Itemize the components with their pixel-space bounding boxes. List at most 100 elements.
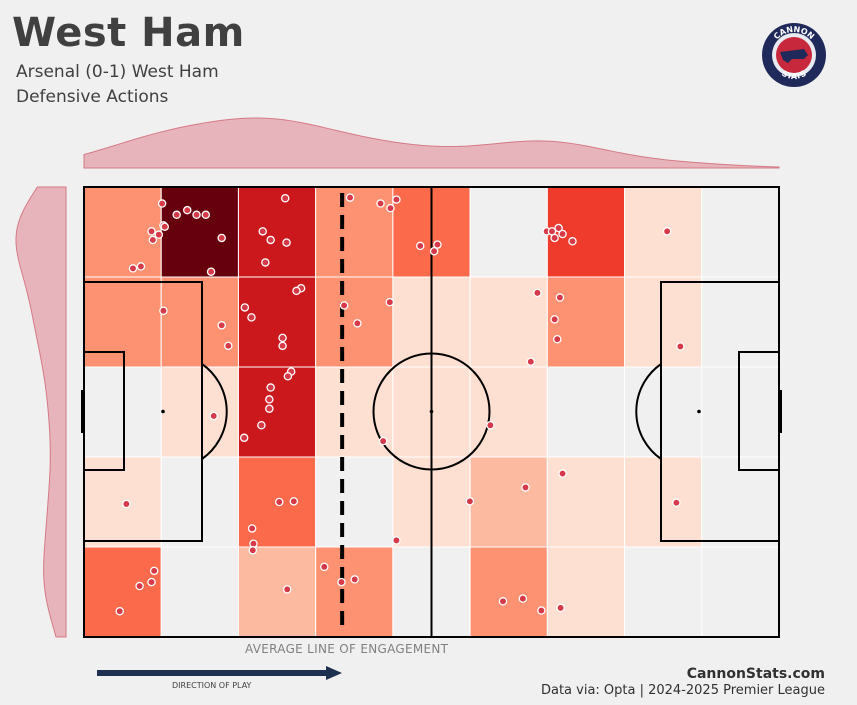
defensive-action-point [283, 372, 293, 381]
heatmap-bin [546, 276, 626, 368]
defensive-action-point [415, 241, 425, 251]
heatmap-bin [160, 276, 239, 368]
defensive-action-point [217, 321, 226, 330]
defensive-action-point [247, 524, 257, 533]
defensive-action-point [160, 222, 170, 231]
heatmap-bin [160, 186, 239, 278]
defensive-action-point [521, 483, 530, 492]
right-penalty-arc [635, 363, 662, 460]
defensive-action-point [429, 246, 439, 256]
defensive-action-point [275, 497, 284, 507]
action-points [115, 193, 685, 616]
defensive-action-point [278, 341, 287, 351]
heatmap-bin [469, 546, 548, 638]
heatmap-bin [624, 456, 703, 548]
defensive-action-point [433, 240, 442, 249]
heatmap-bin [237, 546, 317, 638]
left-penalty-spot [161, 409, 165, 414]
defensive-action-point [558, 229, 567, 239]
defensive-action-point [258, 227, 267, 236]
defensive-action-point [672, 498, 681, 507]
heatmap-bin [315, 456, 394, 548]
defensive-action-point [378, 436, 388, 446]
y-density-area [15, 186, 67, 638]
defensive-action-point [159, 306, 168, 315]
heatmap-bin [624, 546, 703, 638]
defensive-action-point [550, 315, 559, 324]
heatmap-bin [701, 546, 780, 638]
defensive-action-point [136, 262, 146, 271]
direction-of-play-label: DIRECTION OF PLAY [172, 681, 252, 690]
defensive-action-point [386, 203, 395, 213]
defensive-action-point [224, 341, 233, 351]
defensive-action-point [266, 235, 275, 245]
defensive-action-point [554, 223, 563, 233]
defensive-action-point [392, 195, 401, 204]
pitch-spots [161, 409, 701, 414]
centre-spot [429, 409, 434, 414]
heatmap-bin [83, 546, 162, 638]
y-density-curve [15, 186, 67, 638]
defensive-action-point [217, 233, 226, 243]
defensive-action-point [157, 199, 167, 208]
logo-bottom-text: STATS [780, 69, 808, 82]
defensive-action-point [537, 606, 546, 615]
match-subtitle: Arsenal (0-1) West Ham [16, 62, 219, 82]
defensive-action-point [320, 562, 329, 572]
defensive-action-point [280, 193, 290, 203]
x-density-area [83, 117, 780, 169]
defensive-action-point [115, 606, 124, 616]
defensive-action-point [526, 357, 536, 366]
heatmap-bin [624, 366, 703, 458]
heatmap-bin [237, 366, 317, 458]
defensive-action-point [128, 264, 138, 273]
defensive-action-point [392, 536, 401, 545]
defensive-action-point [135, 581, 144, 591]
heatmap-bins [83, 186, 780, 638]
heatmap-bin [160, 456, 239, 548]
defensive-action-point [376, 199, 385, 208]
cannon-icon [780, 49, 808, 63]
heatmap-bin [160, 366, 239, 458]
defensive-action-point [154, 230, 164, 239]
heatmap-bin [237, 186, 317, 278]
defensive-action-point [662, 227, 672, 236]
cannon-stats-logo: CANNON STATS [762, 23, 826, 87]
defensive-action-point [555, 293, 565, 302]
defensive-action-point [266, 383, 275, 392]
defensive-action-point [247, 313, 256, 322]
defensive-action-point [192, 210, 201, 220]
engagement-label: AVERAGE LINE OF ENGAGEMENT [245, 642, 449, 656]
defensive-action-point [261, 258, 270, 267]
heatmap-bin [469, 186, 548, 278]
defensive-action-point [265, 404, 274, 413]
defensive-action-point [282, 585, 292, 594]
heatmap-bin [83, 366, 162, 458]
page-title: West Ham [12, 10, 245, 56]
defensive-action-point [239, 433, 249, 443]
heatmap-bin [83, 276, 162, 368]
defensive-action-point [337, 577, 346, 587]
pitch-markings [81, 186, 782, 638]
defensive-action-point [553, 334, 562, 344]
defensive-action-point [385, 297, 395, 307]
defensive-action-point [465, 497, 475, 506]
defensive-action-point [148, 235, 158, 245]
defensive-action-point [172, 210, 181, 220]
heatmap-bin [624, 276, 703, 368]
defensive-action-point [122, 499, 131, 509]
defensive-action-point [568, 237, 577, 246]
x-density-curve [83, 117, 780, 169]
centre-circle [372, 352, 491, 471]
heatmap-bin [701, 456, 780, 548]
defensive-action-point [498, 597, 508, 606]
defensive-action-point [350, 575, 359, 584]
defensive-action-point [265, 395, 274, 404]
defensive-action-point [183, 205, 192, 215]
defensive-action-point [676, 342, 685, 351]
heatmap-bin [701, 186, 780, 278]
heatmap-bin [546, 456, 626, 548]
defensive-action-point [486, 420, 495, 430]
heatmap-bin [546, 546, 626, 638]
metric-subtitle: Defensive Actions [16, 87, 169, 107]
